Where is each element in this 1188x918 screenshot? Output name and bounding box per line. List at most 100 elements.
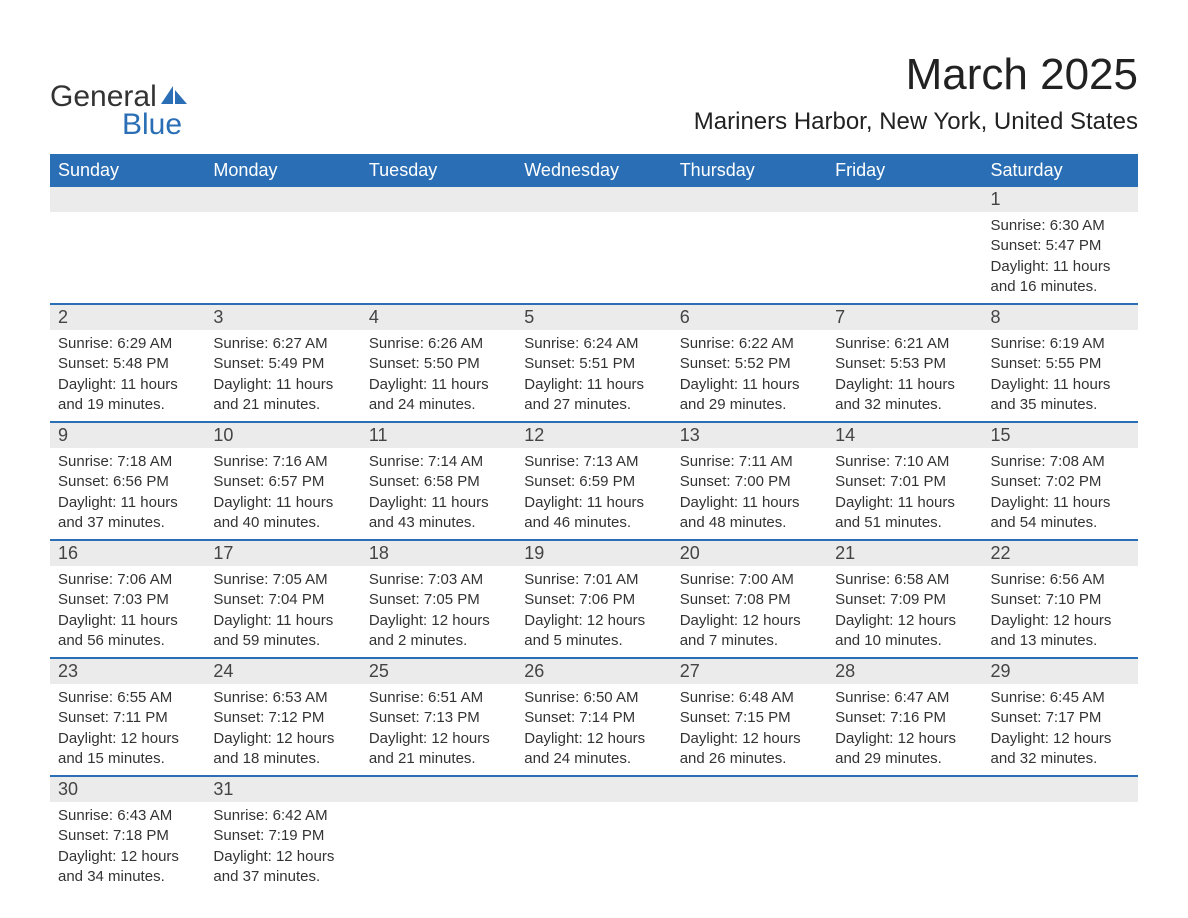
calendar-day-cell: 1Sunrise: 6:30 AMSunset: 5:47 PMDaylight… [983, 187, 1138, 304]
sunset-text: Sunset: 5:49 PM [213, 354, 352, 374]
calendar-day-cell: 27Sunrise: 6:48 AMSunset: 7:15 PMDayligh… [672, 658, 827, 776]
weekday-header: Saturday [983, 154, 1138, 187]
calendar-day-cell: 5Sunrise: 6:24 AMSunset: 5:51 PMDaylight… [516, 304, 671, 422]
calendar-day-cell: 9Sunrise: 7:18 AMSunset: 6:56 PMDaylight… [50, 422, 205, 540]
day-content [672, 212, 827, 222]
weekday-header-row: Sunday Monday Tuesday Wednesday Thursday… [50, 154, 1138, 187]
calendar-week-row: 23Sunrise: 6:55 AMSunset: 7:11 PMDayligh… [50, 658, 1138, 776]
day-number: 29 [983, 659, 1138, 684]
sunrise-text: Sunrise: 6:56 AM [991, 570, 1130, 590]
sunrise-text: Sunrise: 7:00 AM [680, 570, 819, 590]
day-content: Sunrise: 6:55 AMSunset: 7:11 PMDaylight:… [50, 684, 205, 775]
day-content: Sunrise: 7:01 AMSunset: 7:06 PMDaylight:… [516, 566, 671, 657]
sunrise-text: Sunrise: 6:51 AM [369, 688, 508, 708]
day-number: 10 [205, 423, 360, 448]
daylight-text: Daylight: 11 hours and 16 minutes. [991, 257, 1130, 298]
daylight-text: Daylight: 11 hours and 54 minutes. [991, 493, 1130, 534]
sunrise-text: Sunrise: 7:01 AM [524, 570, 663, 590]
sunset-text: Sunset: 7:17 PM [991, 708, 1130, 728]
sunrise-text: Sunrise: 7:05 AM [213, 570, 352, 590]
header: General Blue March 2025 Mariners Harbor,… [50, 50, 1138, 142]
daylight-text: Daylight: 11 hours and 21 minutes. [213, 375, 352, 416]
sunset-text: Sunset: 6:58 PM [369, 472, 508, 492]
daylight-text: Daylight: 11 hours and 37 minutes. [58, 493, 197, 534]
sunset-text: Sunset: 7:18 PM [58, 826, 197, 846]
daylight-text: Daylight: 11 hours and 59 minutes. [213, 611, 352, 652]
day-number: 3 [205, 305, 360, 330]
sunrise-text: Sunrise: 6:24 AM [524, 334, 663, 354]
day-content [983, 802, 1138, 812]
calendar-day-cell: 28Sunrise: 6:47 AMSunset: 7:16 PMDayligh… [827, 658, 982, 776]
sunrise-text: Sunrise: 6:45 AM [991, 688, 1130, 708]
calendar-day-cell: 16Sunrise: 7:06 AMSunset: 7:03 PMDayligh… [50, 540, 205, 658]
sunrise-text: Sunrise: 6:22 AM [680, 334, 819, 354]
day-content: Sunrise: 6:27 AMSunset: 5:49 PMDaylight:… [205, 330, 360, 421]
daylight-text: Daylight: 11 hours and 48 minutes. [680, 493, 819, 534]
sunset-text: Sunset: 5:53 PM [835, 354, 974, 374]
sunset-text: Sunset: 5:55 PM [991, 354, 1130, 374]
day-number [516, 187, 671, 212]
day-number: 30 [50, 777, 205, 802]
daylight-text: Daylight: 12 hours and 37 minutes. [213, 847, 352, 888]
day-number: 25 [361, 659, 516, 684]
sunset-text: Sunset: 7:16 PM [835, 708, 974, 728]
daylight-text: Daylight: 11 hours and 46 minutes. [524, 493, 663, 534]
day-number: 28 [827, 659, 982, 684]
day-content [205, 212, 360, 222]
sunset-text: Sunset: 7:10 PM [991, 590, 1130, 610]
day-number: 23 [50, 659, 205, 684]
day-content [50, 212, 205, 222]
calendar-day-cell [672, 776, 827, 893]
daylight-text: Daylight: 12 hours and 7 minutes. [680, 611, 819, 652]
month-title: March 2025 [694, 50, 1138, 100]
daylight-text: Daylight: 11 hours and 29 minutes. [680, 375, 819, 416]
sunrise-text: Sunrise: 6:50 AM [524, 688, 663, 708]
calendar-day-cell: 24Sunrise: 6:53 AMSunset: 7:12 PMDayligh… [205, 658, 360, 776]
calendar-day-cell: 11Sunrise: 7:14 AMSunset: 6:58 PMDayligh… [361, 422, 516, 540]
sunset-text: Sunset: 7:00 PM [680, 472, 819, 492]
sunset-text: Sunset: 5:50 PM [369, 354, 508, 374]
day-number: 18 [361, 541, 516, 566]
daylight-text: Daylight: 11 hours and 24 minutes. [369, 375, 508, 416]
daylight-text: Daylight: 11 hours and 27 minutes. [524, 375, 663, 416]
calendar-day-cell: 19Sunrise: 7:01 AMSunset: 7:06 PMDayligh… [516, 540, 671, 658]
sunset-text: Sunset: 5:48 PM [58, 354, 197, 374]
sunrise-text: Sunrise: 7:06 AM [58, 570, 197, 590]
day-content: Sunrise: 7:11 AMSunset: 7:00 PMDaylight:… [672, 448, 827, 539]
sunrise-text: Sunrise: 6:47 AM [835, 688, 974, 708]
day-number: 16 [50, 541, 205, 566]
day-content: Sunrise: 6:29 AMSunset: 5:48 PMDaylight:… [50, 330, 205, 421]
sunset-text: Sunset: 7:03 PM [58, 590, 197, 610]
day-content: Sunrise: 6:26 AMSunset: 5:50 PMDaylight:… [361, 330, 516, 421]
day-number [50, 187, 205, 212]
daylight-text: Daylight: 12 hours and 29 minutes. [835, 729, 974, 770]
day-number: 12 [516, 423, 671, 448]
sunset-text: Sunset: 7:12 PM [213, 708, 352, 728]
logo-text-blue: Blue [122, 108, 189, 142]
weekday-header: Wednesday [516, 154, 671, 187]
day-content [361, 212, 516, 222]
day-number: 21 [827, 541, 982, 566]
calendar-day-cell: 13Sunrise: 7:11 AMSunset: 7:00 PMDayligh… [672, 422, 827, 540]
calendar-day-cell: 17Sunrise: 7:05 AMSunset: 7:04 PMDayligh… [205, 540, 360, 658]
sunrise-text: Sunrise: 6:27 AM [213, 334, 352, 354]
sunset-text: Sunset: 6:57 PM [213, 472, 352, 492]
calendar-day-cell [827, 776, 982, 893]
calendar-day-cell: 26Sunrise: 6:50 AMSunset: 7:14 PMDayligh… [516, 658, 671, 776]
sunset-text: Sunset: 7:15 PM [680, 708, 819, 728]
sunrise-text: Sunrise: 6:30 AM [991, 216, 1130, 236]
day-number [672, 187, 827, 212]
day-number: 4 [361, 305, 516, 330]
calendar-week-row: 2Sunrise: 6:29 AMSunset: 5:48 PMDaylight… [50, 304, 1138, 422]
calendar-body: 1Sunrise: 6:30 AMSunset: 5:47 PMDaylight… [50, 187, 1138, 893]
day-content: Sunrise: 7:08 AMSunset: 7:02 PMDaylight:… [983, 448, 1138, 539]
day-content: Sunrise: 7:16 AMSunset: 6:57 PMDaylight:… [205, 448, 360, 539]
calendar-table: Sunday Monday Tuesday Wednesday Thursday… [50, 154, 1138, 893]
sunset-text: Sunset: 7:19 PM [213, 826, 352, 846]
day-content: Sunrise: 7:10 AMSunset: 7:01 PMDaylight:… [827, 448, 982, 539]
day-number [827, 777, 982, 802]
calendar-day-cell: 29Sunrise: 6:45 AMSunset: 7:17 PMDayligh… [983, 658, 1138, 776]
day-content: Sunrise: 6:47 AMSunset: 7:16 PMDaylight:… [827, 684, 982, 775]
day-number: 26 [516, 659, 671, 684]
sunrise-text: Sunrise: 7:03 AM [369, 570, 508, 590]
